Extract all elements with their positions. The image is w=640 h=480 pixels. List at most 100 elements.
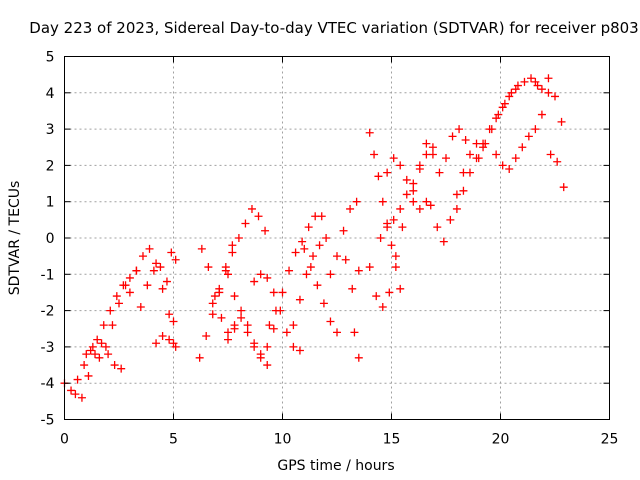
data-point	[370, 150, 379, 159]
data-point	[455, 125, 464, 134]
data-point	[387, 241, 396, 250]
data-point	[426, 201, 435, 210]
data-point	[537, 85, 546, 94]
data-point	[481, 139, 490, 148]
data-point	[559, 183, 568, 192]
data-point	[520, 77, 529, 86]
data-point	[448, 132, 457, 141]
data-point	[143, 281, 152, 290]
data-point	[465, 168, 474, 177]
data-point	[289, 342, 298, 351]
data-point	[500, 99, 509, 108]
data-point	[202, 332, 211, 341]
data-point	[302, 270, 311, 279]
data-point	[247, 204, 256, 213]
data-point	[263, 361, 272, 370]
data-point	[409, 179, 418, 188]
data-point	[317, 212, 326, 221]
data-point	[84, 371, 93, 380]
data-point	[376, 234, 385, 242]
data-point	[518, 143, 527, 152]
data-point	[243, 321, 252, 330]
data-point	[402, 175, 411, 184]
data-point	[152, 259, 161, 268]
data-point	[73, 375, 82, 384]
data-point	[171, 342, 180, 351]
data-point	[99, 321, 108, 330]
data-point	[422, 139, 431, 148]
y-tick-label: -3	[41, 340, 55, 356]
data-point	[254, 212, 263, 221]
data-point	[104, 350, 113, 359]
data-point	[162, 277, 171, 286]
data-point	[346, 204, 355, 213]
grid	[64, 56, 610, 420]
data-point	[461, 135, 470, 144]
y-axis-label: SDTVAR / TECUs	[7, 181, 23, 296]
data-point	[527, 74, 536, 83]
data-point	[278, 288, 287, 297]
data-point	[152, 339, 161, 348]
data-point	[433, 223, 442, 232]
data-point	[237, 313, 246, 322]
data-point	[234, 234, 243, 242]
data-point	[263, 342, 272, 351]
data-point	[101, 342, 110, 351]
data-point	[169, 317, 178, 326]
data-point	[256, 270, 265, 279]
data-point	[265, 321, 274, 330]
chart-title: Day 223 of 2023, Sidereal Day-to-day VTE…	[29, 19, 638, 37]
data-point	[197, 244, 206, 253]
data-point	[88, 342, 97, 351]
data-point	[389, 215, 398, 224]
data-point	[487, 125, 496, 134]
data-point	[385, 288, 394, 297]
data-point	[513, 81, 522, 90]
data-point	[391, 263, 400, 272]
x-tick-label: 25	[601, 432, 619, 448]
data-point	[315, 241, 324, 250]
y-tick-label: 1	[46, 195, 55, 211]
data-point	[352, 197, 361, 206]
data-point	[372, 292, 381, 301]
data-point	[228, 241, 237, 250]
data-point	[204, 263, 213, 272]
data-point	[354, 353, 363, 362]
data-point	[295, 346, 304, 355]
data-point	[117, 364, 126, 373]
data-point	[319, 299, 328, 308]
data-point	[217, 313, 226, 322]
data-point	[167, 248, 176, 257]
data-point	[136, 302, 145, 311]
data-point	[125, 273, 134, 282]
data-point	[269, 288, 278, 297]
y-tick-label: -4	[41, 376, 55, 392]
x-tick-label: 10	[274, 432, 292, 448]
y-tick-label: 2	[46, 158, 55, 174]
data-point	[282, 328, 291, 337]
data-point	[322, 234, 331, 242]
data-point	[354, 266, 363, 275]
data-point	[350, 328, 359, 337]
data-point	[422, 197, 431, 206]
data-point	[531, 125, 540, 134]
data-point	[341, 255, 350, 264]
data-point	[409, 197, 418, 206]
data-point	[224, 270, 232, 279]
data-point	[71, 390, 80, 399]
data-point	[459, 186, 468, 195]
data-point	[95, 353, 104, 362]
data-point	[91, 350, 100, 359]
data-point	[309, 252, 318, 261]
x-tick-label: 20	[492, 432, 510, 448]
data-point	[306, 263, 315, 272]
data-point	[544, 88, 553, 97]
data-point	[415, 204, 424, 213]
data-point	[295, 295, 304, 304]
data-point	[121, 281, 130, 290]
data-point	[326, 317, 335, 326]
x-tick-label: 0	[60, 432, 69, 448]
data-point	[348, 284, 357, 293]
data-point	[531, 77, 540, 86]
